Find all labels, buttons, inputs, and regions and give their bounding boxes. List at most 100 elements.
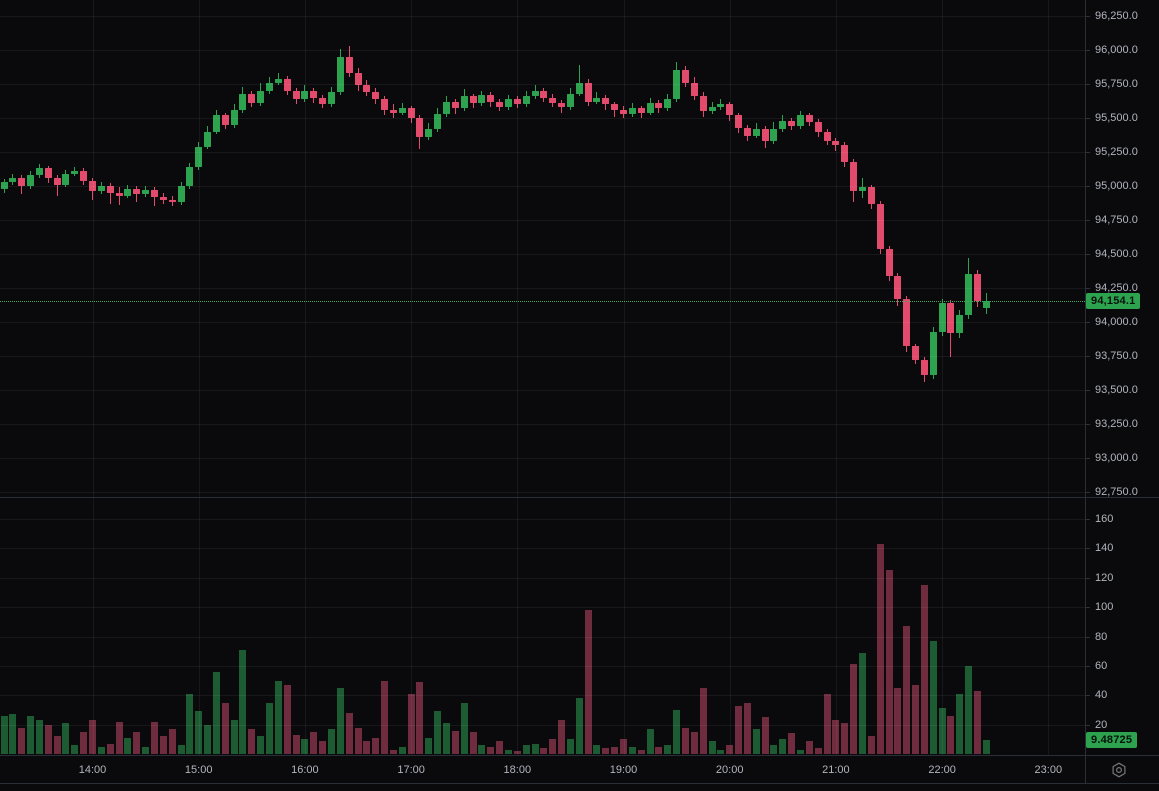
volume-bar bbox=[858, 652, 866, 754]
volume-bar bbox=[434, 711, 442, 754]
price-tick bbox=[1085, 118, 1090, 119]
candle bbox=[327, 92, 335, 105]
volume-axis-label: 40 bbox=[1095, 689, 1108, 702]
price-tick bbox=[1085, 390, 1090, 391]
volume-bar bbox=[620, 739, 627, 754]
volume-tick bbox=[1085, 607, 1090, 609]
candle bbox=[407, 108, 415, 118]
volume-gridline bbox=[0, 577, 1085, 579]
candle bbox=[513, 98, 521, 105]
price-gridline bbox=[0, 152, 1085, 153]
price-axis-label: 94,500.0 bbox=[1095, 248, 1138, 260]
volume-bar bbox=[699, 687, 707, 754]
candle bbox=[540, 90, 548, 98]
candle bbox=[451, 101, 459, 109]
candle bbox=[805, 115, 813, 123]
candle bbox=[681, 69, 689, 83]
candle-wick bbox=[118, 187, 120, 206]
volume-bar bbox=[44, 724, 52, 754]
price-tick bbox=[1085, 356, 1090, 357]
candle bbox=[416, 118, 424, 138]
volume-bar bbox=[239, 649, 247, 754]
price-gridline bbox=[0, 16, 1085, 17]
candle bbox=[673, 69, 681, 99]
volume-bar bbox=[540, 748, 548, 754]
candle bbox=[319, 97, 327, 105]
volume-bar bbox=[496, 740, 504, 754]
candle bbox=[186, 166, 194, 186]
time-axis-label: 23:00 bbox=[1034, 764, 1063, 776]
price-axis-label: 95,250.0 bbox=[1095, 146, 1138, 158]
price-axis-label: 95,750.0 bbox=[1095, 78, 1138, 90]
candle bbox=[575, 82, 583, 94]
volume-bar bbox=[35, 720, 43, 754]
volume-bar bbox=[929, 640, 937, 754]
candle bbox=[469, 96, 477, 104]
volume-bar bbox=[124, 737, 132, 754]
time-gridline bbox=[92, 0, 94, 755]
candle bbox=[239, 93, 247, 110]
bottom-border bbox=[0, 783, 1159, 784]
settings-button[interactable] bbox=[1110, 761, 1128, 779]
time-axis[interactable] bbox=[0, 756, 1085, 783]
volume-pane[interactable] bbox=[0, 498, 1085, 755]
price-axis-label: 94,000.0 bbox=[1095, 316, 1138, 328]
candle bbox=[903, 298, 911, 347]
price-tick bbox=[1085, 50, 1090, 51]
volume-bar bbox=[788, 733, 796, 754]
price-pane[interactable] bbox=[0, 0, 1085, 497]
volume-bar bbox=[867, 736, 875, 754]
candle bbox=[372, 92, 380, 99]
volume-bar bbox=[797, 749, 804, 754]
volume-bar bbox=[469, 731, 477, 754]
candle bbox=[965, 273, 973, 316]
candle bbox=[283, 78, 291, 91]
volume-gridline bbox=[0, 519, 1085, 520]
volume-bar bbox=[575, 698, 583, 754]
candle bbox=[18, 177, 26, 186]
volume-bar bbox=[611, 746, 619, 754]
time-gridline bbox=[517, 0, 519, 755]
volume-tick bbox=[1085, 665, 1090, 667]
volume-bar bbox=[142, 746, 150, 754]
volume-bar bbox=[407, 693, 415, 754]
volume-bar bbox=[566, 739, 574, 754]
candle bbox=[292, 90, 300, 99]
volume-bar bbox=[425, 737, 433, 754]
price-axis-label: 93,500.0 bbox=[1095, 384, 1138, 396]
volume-axis-label: 160 bbox=[1095, 513, 1114, 525]
volume-bar bbox=[743, 702, 751, 754]
pane-separator[interactable] bbox=[0, 497, 1159, 498]
candle bbox=[266, 82, 273, 91]
volume-gridline bbox=[0, 607, 1085, 609]
volume-axis[interactable] bbox=[1086, 498, 1159, 755]
candle bbox=[336, 56, 344, 93]
candle bbox=[460, 96, 468, 109]
volume-axis-label: 60 bbox=[1095, 659, 1108, 672]
volume-bar bbox=[363, 740, 371, 754]
volume-bar bbox=[628, 746, 636, 754]
candle bbox=[354, 73, 362, 86]
time-axis-label: 20:00 bbox=[715, 764, 744, 776]
candle bbox=[664, 98, 672, 109]
price-tick bbox=[1085, 152, 1090, 153]
candle bbox=[345, 56, 353, 74]
volume-gridline bbox=[0, 695, 1085, 697]
volume-bar bbox=[814, 748, 822, 754]
candle bbox=[761, 128, 769, 142]
volume-bar bbox=[708, 740, 716, 754]
volume-bar bbox=[283, 684, 291, 754]
candle bbox=[620, 109, 627, 114]
candle bbox=[168, 199, 176, 203]
candle bbox=[929, 331, 937, 376]
candle bbox=[89, 180, 96, 192]
volume-bar bbox=[0, 715, 8, 754]
volume-bar bbox=[717, 749, 725, 754]
volume-bar bbox=[673, 709, 681, 754]
candle bbox=[699, 96, 707, 112]
volume-tick bbox=[1085, 577, 1090, 579]
time-gridline bbox=[1048, 0, 1050, 755]
volume-bar bbox=[681, 727, 689, 754]
candle bbox=[549, 97, 557, 104]
volume-bar bbox=[336, 687, 344, 754]
